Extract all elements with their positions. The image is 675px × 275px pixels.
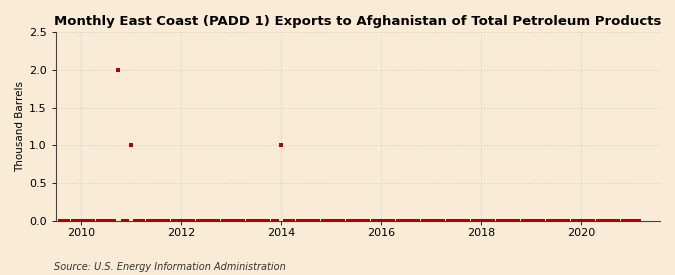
Title: Monthly East Coast (PADD 1) Exports to Afghanistan of Total Petroleum Products: Monthly East Coast (PADD 1) Exports to A… bbox=[54, 15, 662, 28]
Text: Source: U.S. Energy Information Administration: Source: U.S. Energy Information Administ… bbox=[54, 262, 286, 271]
Y-axis label: Thousand Barrels: Thousand Barrels bbox=[15, 81, 25, 172]
